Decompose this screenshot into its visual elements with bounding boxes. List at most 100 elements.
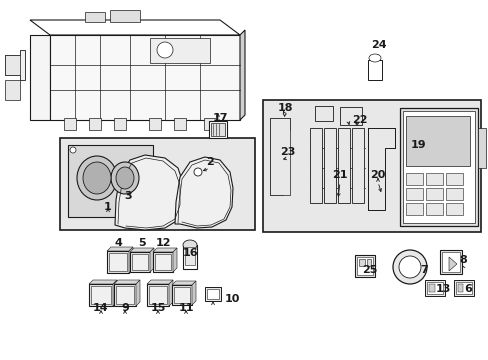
Bar [110, 10, 140, 22]
Bar [425, 173, 442, 185]
Bar [354, 255, 374, 277]
Bar [5, 80, 20, 100]
Bar [402, 111, 474, 223]
Bar [174, 118, 185, 130]
Bar [428, 284, 434, 292]
Bar [405, 173, 422, 185]
Bar [147, 284, 169, 306]
Bar [439, 250, 461, 274]
Bar [210, 123, 224, 136]
Bar [441, 252, 459, 272]
Bar [153, 252, 173, 272]
Bar [174, 287, 190, 303]
Polygon shape [136, 280, 140, 306]
Bar [208, 121, 226, 138]
Text: 15: 15 [150, 303, 165, 313]
Text: 2: 2 [206, 157, 213, 167]
Bar [68, 145, 153, 217]
Bar [150, 38, 209, 63]
Bar [405, 188, 422, 200]
Polygon shape [115, 155, 183, 230]
Polygon shape [5, 50, 25, 80]
Ellipse shape [194, 168, 202, 176]
Bar [60, 138, 254, 230]
Bar [356, 257, 372, 275]
Text: 4: 4 [114, 238, 122, 248]
Polygon shape [169, 280, 173, 306]
Bar [314, 106, 332, 121]
Text: 1: 1 [104, 202, 112, 212]
Bar [425, 203, 442, 215]
Bar [89, 118, 101, 130]
Text: 7: 7 [419, 265, 427, 275]
Ellipse shape [77, 156, 117, 200]
Bar [89, 284, 113, 306]
Text: 21: 21 [331, 170, 347, 180]
Bar [130, 252, 150, 272]
Bar [358, 259, 364, 266]
Bar [5, 55, 20, 75]
Polygon shape [150, 248, 154, 272]
Bar [457, 284, 462, 292]
Bar [155, 254, 171, 270]
Polygon shape [107, 247, 133, 251]
Polygon shape [113, 280, 117, 306]
Bar [183, 245, 197, 269]
Text: 17: 17 [212, 113, 227, 123]
Bar [366, 259, 370, 266]
Text: 11: 11 [178, 303, 193, 313]
Polygon shape [172, 281, 196, 285]
Text: 18: 18 [277, 103, 292, 113]
Bar [405, 116, 469, 166]
Bar [445, 203, 462, 215]
Text: 16: 16 [183, 248, 199, 258]
Polygon shape [367, 128, 394, 210]
Bar [149, 118, 161, 130]
Ellipse shape [398, 256, 420, 278]
Text: 12: 12 [155, 238, 170, 248]
Polygon shape [240, 30, 244, 120]
Bar [204, 287, 221, 301]
Polygon shape [192, 281, 196, 305]
Text: 10: 10 [224, 294, 239, 304]
Polygon shape [130, 248, 154, 252]
Text: 19: 19 [409, 140, 425, 150]
Polygon shape [30, 20, 240, 35]
Bar [339, 107, 361, 125]
Bar [425, 188, 442, 200]
Bar [149, 286, 167, 304]
Bar [184, 247, 195, 265]
Bar [64, 118, 76, 130]
Ellipse shape [111, 162, 139, 194]
Bar [367, 60, 381, 80]
Polygon shape [114, 280, 140, 284]
Text: 14: 14 [93, 303, 109, 313]
Bar [426, 282, 442, 294]
Text: 25: 25 [362, 265, 377, 275]
Bar [116, 286, 134, 304]
Bar [445, 188, 462, 200]
Text: 6: 6 [463, 284, 471, 294]
Bar [324, 128, 335, 203]
Ellipse shape [157, 42, 173, 58]
Bar [445, 173, 462, 185]
Ellipse shape [368, 54, 380, 62]
Bar [206, 289, 219, 299]
Text: 5: 5 [138, 238, 145, 248]
Polygon shape [129, 247, 133, 273]
Bar [351, 128, 363, 203]
Ellipse shape [183, 240, 197, 250]
Bar [172, 285, 192, 305]
Bar [453, 280, 473, 296]
Ellipse shape [392, 250, 426, 284]
Bar [132, 254, 148, 270]
Bar [263, 100, 480, 232]
Polygon shape [448, 257, 456, 271]
Bar [91, 286, 111, 304]
Text: 24: 24 [370, 40, 386, 50]
Text: 13: 13 [434, 284, 450, 294]
Text: 3: 3 [124, 191, 132, 201]
Polygon shape [147, 280, 173, 284]
Bar [477, 128, 485, 168]
Bar [85, 12, 105, 22]
